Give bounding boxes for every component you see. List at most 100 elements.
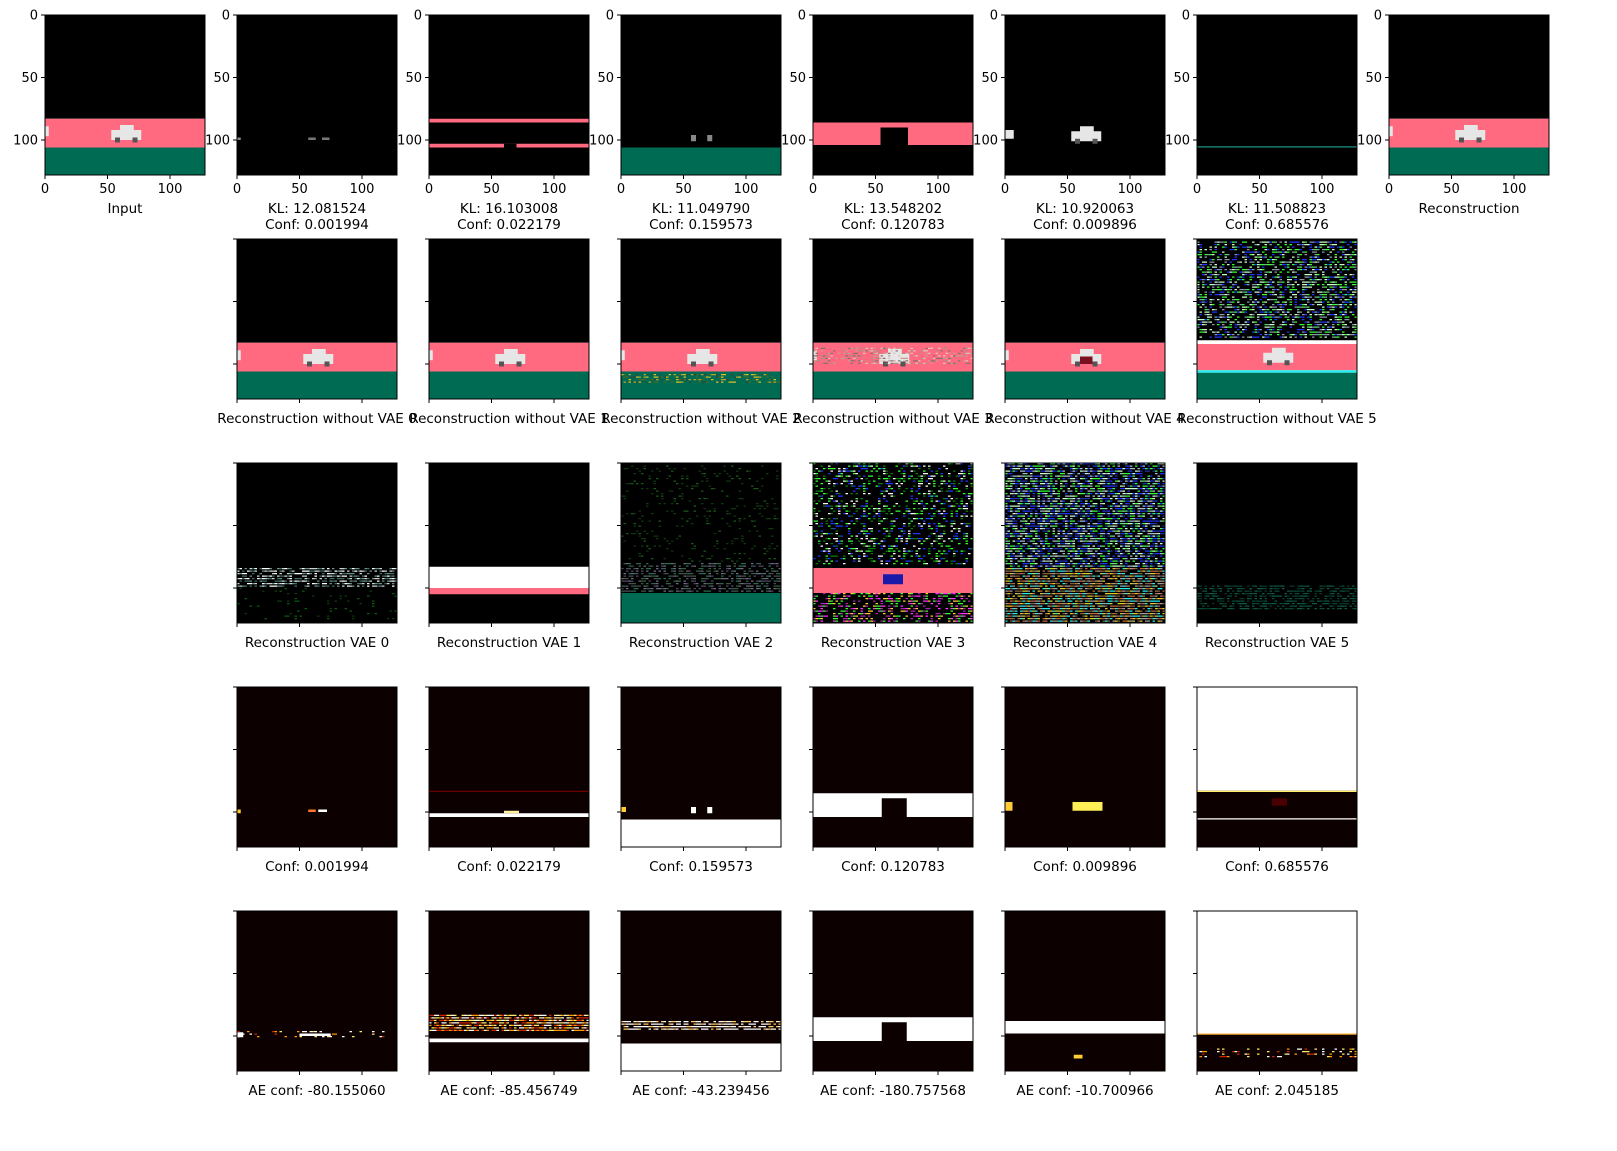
noise-pixel <box>905 610 908 612</box>
blur-pixel <box>272 585 275 587</box>
noise-pixel <box>1007 463 1010 465</box>
noise-pixel <box>1294 304 1297 306</box>
noise-pixel <box>1152 485 1155 487</box>
noise-pixel <box>1279 324 1282 326</box>
noise-pixel <box>753 488 756 490</box>
noise-pixel <box>820 618 823 620</box>
noise-pixel <box>736 590 739 592</box>
noise-pixel <box>641 580 644 582</box>
noise-pixel <box>838 468 841 470</box>
noise-pixel <box>1274 294 1277 296</box>
noise-pixel <box>1322 271 1325 273</box>
noise-pixel <box>1287 284 1290 286</box>
noise-pixel <box>1219 316 1222 318</box>
noise-pixel <box>1142 478 1145 480</box>
noise-pixel <box>1299 311 1302 313</box>
y-tick-label: 50 <box>597 71 614 86</box>
noise-pixel <box>646 550 649 552</box>
blur-pixel <box>930 360 933 362</box>
noise-pixel <box>673 498 676 500</box>
noise-pixel <box>928 620 931 622</box>
noise-pixel <box>1232 306 1235 308</box>
blur-pixel <box>274 580 277 582</box>
noise-pixel <box>1257 314 1260 316</box>
noise-pixel <box>663 570 666 572</box>
noise-pixel <box>958 473 961 475</box>
noise-pixel <box>1072 468 1075 470</box>
noise-pixel <box>1287 251 1290 253</box>
noise-pixel <box>676 583 679 585</box>
noise-pixel <box>773 585 776 587</box>
noise-pixel <box>1324 279 1327 281</box>
noise-pixel <box>840 615 843 617</box>
noise-pixel <box>1022 470 1025 472</box>
noise-pixel <box>868 548 871 550</box>
noise-pixel <box>885 505 888 507</box>
noise-pixel <box>1197 254 1200 256</box>
noise-pixel <box>681 590 684 592</box>
noise-pixel <box>1292 284 1295 286</box>
image-panel <box>1005 463 1165 623</box>
noise-pixel <box>1244 311 1247 313</box>
noise-pixel <box>1249 276 1252 278</box>
noise-pixel <box>1244 261 1247 263</box>
noise-pixel <box>666 376 669 378</box>
blur-pixel <box>362 575 365 577</box>
noise-pixel <box>870 548 873 550</box>
noise-pixel <box>900 493 903 495</box>
noise-pixel <box>1150 480 1153 482</box>
noise-pixel <box>1032 468 1035 470</box>
noise-pixel <box>1244 274 1247 276</box>
noise-pixel <box>656 578 659 580</box>
noise-pixel <box>751 485 754 487</box>
noise-pixel <box>1349 281 1352 283</box>
noise-pixel <box>638 535 641 537</box>
noise-pixel <box>948 603 951 605</box>
noise-pixel <box>1010 465 1013 467</box>
noise-pixel <box>820 495 823 497</box>
blur-pixel <box>923 362 926 364</box>
blur-pixel <box>307 580 310 582</box>
image-panel <box>45 15 205 175</box>
noise-pixel <box>663 381 666 383</box>
noise-pixel <box>968 548 971 550</box>
noise-pixel <box>1052 483 1055 485</box>
noise-pixel <box>1222 304 1225 306</box>
noise-pixel <box>686 520 689 522</box>
noise-pixel <box>1319 321 1322 323</box>
blur-pixel <box>274 570 277 572</box>
noise-pixel <box>1214 269 1217 271</box>
noise-pixel <box>646 570 649 572</box>
noise-pixel <box>1030 475 1033 477</box>
noise-pixel <box>953 550 956 552</box>
blur-pixel <box>905 357 908 359</box>
noise-pixel <box>1197 296 1200 298</box>
noise-pixel <box>878 483 881 485</box>
noise-pixel <box>731 381 734 383</box>
noise-pixel <box>718 563 721 565</box>
noise-pixel <box>833 518 836 520</box>
noise-pixel <box>1292 246 1295 248</box>
blur-pixel <box>840 357 843 359</box>
noise-pixel <box>678 376 681 378</box>
noise-pixel <box>1309 246 1312 248</box>
noise-pixel <box>843 558 846 560</box>
noise-pixel <box>1224 269 1227 271</box>
noise-pixel <box>1339 241 1342 243</box>
noise-pixel <box>1262 314 1265 316</box>
noise-pixel <box>845 470 848 472</box>
noise-pixel <box>1317 321 1320 323</box>
noise-pixel <box>1232 291 1235 293</box>
noise-pixel <box>1130 480 1133 482</box>
noise-pixel <box>890 493 893 495</box>
noise-pixel <box>686 590 689 592</box>
noise-pixel <box>681 555 684 557</box>
x-tick-label: 100 <box>1310 182 1335 197</box>
noise-pixel <box>1005 473 1008 475</box>
noise-pixel <box>701 465 704 467</box>
blur-pixel <box>334 570 337 572</box>
noise-pixel <box>930 558 933 560</box>
noise-pixel <box>918 618 921 620</box>
noise-pixel <box>1254 301 1257 303</box>
noise-pixel <box>237 603 240 605</box>
